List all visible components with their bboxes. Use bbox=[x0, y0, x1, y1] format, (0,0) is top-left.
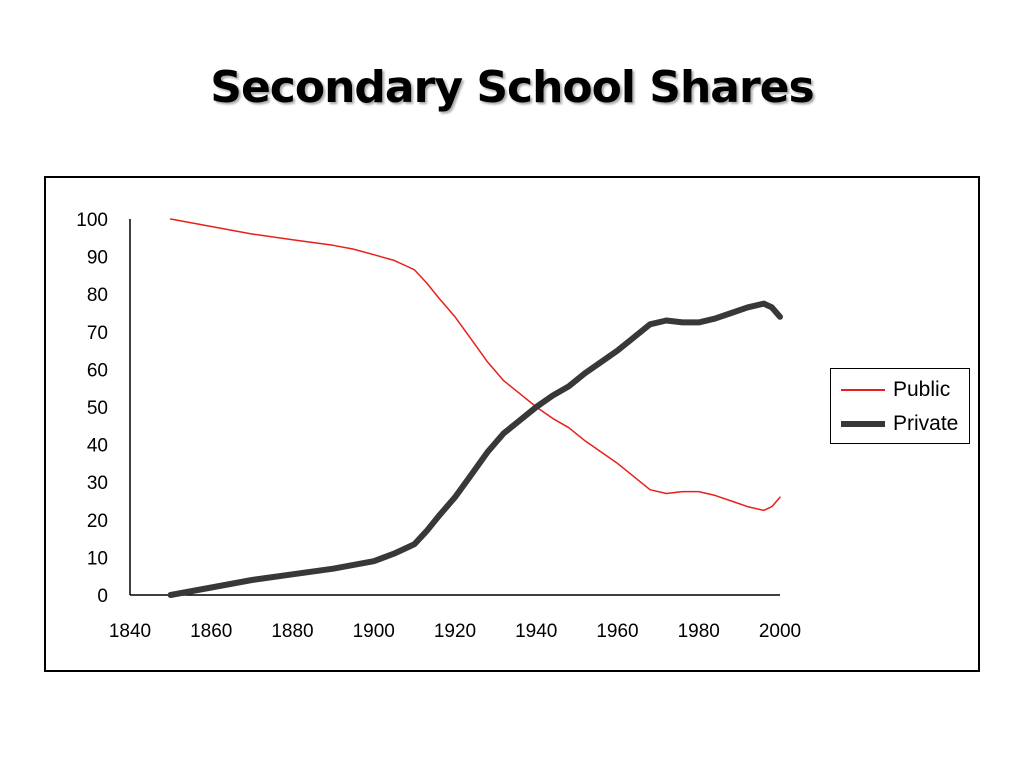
legend-item-private: Private bbox=[831, 409, 969, 439]
x-tick-label: 1940 bbox=[515, 621, 557, 642]
x-tick-label: 1980 bbox=[678, 621, 720, 642]
y-tick-label: 40 bbox=[87, 436, 108, 457]
series-line-private bbox=[167, 300, 783, 598]
chart-legend: Public Private bbox=[830, 368, 970, 444]
x-tick-label: 1880 bbox=[271, 621, 313, 642]
legend-item-public: Public bbox=[831, 375, 969, 405]
x-tick-label: 1840 bbox=[109, 621, 151, 642]
y-tick-label: 10 bbox=[87, 548, 108, 569]
chart-plot: 0 10 20 30 40 50 60 70 80 90 100 1840 1860 1880 1900 19… bbox=[76, 210, 801, 642]
legend-label-private: Private bbox=[893, 412, 959, 435]
x-tick-label: 1960 bbox=[596, 621, 638, 642]
y-tick-label: 90 bbox=[87, 248, 108, 269]
chart-frame: 0 10 20 30 40 50 60 70 80 90 100 1840 1860 1880 1900 19… bbox=[44, 176, 980, 672]
legend-swatch-public bbox=[841, 389, 885, 391]
x-tick-label: 2000 bbox=[759, 621, 801, 642]
x-tick-label: 1920 bbox=[434, 621, 476, 642]
y-tick-label: 60 bbox=[87, 360, 108, 381]
legend-swatch-private bbox=[841, 421, 885, 427]
y-tick-label: 80 bbox=[87, 285, 108, 306]
x-tick-label: 1900 bbox=[353, 621, 395, 642]
page-title: Secondary School Shares bbox=[210, 62, 814, 113]
y-tick-label: 100 bbox=[76, 210, 108, 231]
y-tick-label: 50 bbox=[87, 398, 108, 419]
y-tick-label: 70 bbox=[87, 323, 108, 344]
series-line-public bbox=[169, 218, 781, 512]
y-tick-label: 30 bbox=[87, 473, 108, 494]
y-tick-label: 0 bbox=[97, 586, 108, 607]
x-tick-label: 1860 bbox=[190, 621, 232, 642]
y-tick-label: 20 bbox=[87, 511, 108, 532]
legend-label-public: Public bbox=[893, 378, 951, 401]
